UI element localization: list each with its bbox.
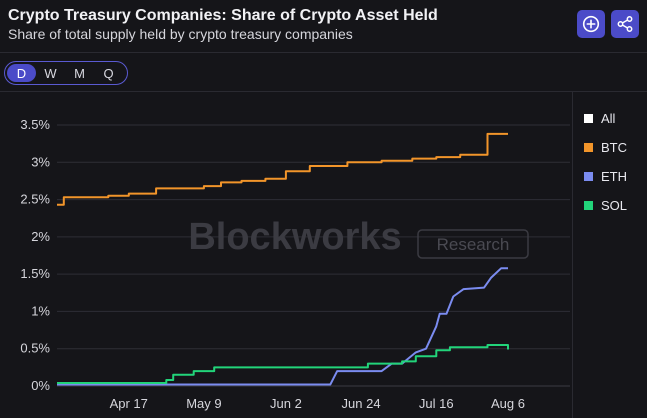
chart-legend: All BTC ETH SOL xyxy=(584,104,627,220)
tab-quarterly[interactable]: Q xyxy=(103,65,114,81)
plus-circle-icon xyxy=(582,15,600,33)
x-tick-label: Jun 2 xyxy=(270,396,302,411)
x-tick-label: Apr 17 xyxy=(110,396,148,411)
y-tick-label: 1% xyxy=(31,303,50,318)
legend-item-btc[interactable]: BTC xyxy=(584,133,627,162)
page-subtitle: Share of total supply held by crypto tre… xyxy=(8,26,353,42)
y-tick-label: 3% xyxy=(31,154,50,169)
tabs-divider xyxy=(0,91,647,92)
legend-item-all[interactable]: All xyxy=(584,104,627,133)
y-axis: 0% 0.5% 1% 1.5% 2% 2.5% 3% 3.5% xyxy=(20,117,50,393)
y-tick-label: 2.5% xyxy=(20,192,50,207)
x-tick-label: Jul 16 xyxy=(419,396,454,411)
legend-label: SOL xyxy=(601,198,628,213)
y-tick-label: 2% xyxy=(31,229,50,244)
legend-swatch xyxy=(584,114,593,123)
y-tick-label: 0% xyxy=(31,378,50,393)
legend-item-eth[interactable]: ETH xyxy=(584,162,627,191)
series-line-btc xyxy=(57,132,508,206)
watermark: Blockworks Research xyxy=(188,216,529,259)
x-axis: Apr 17 May 9 Jun 2 Jun 24 Jul 16 Aug 6 xyxy=(110,396,525,411)
y-tick-label: 3.5% xyxy=(20,117,50,132)
x-tick-label: Aug 6 xyxy=(491,396,525,411)
line-chart: Blockworks Research 0% 0.5% 1% 1.5% 2% 2.5% 3%… xyxy=(20,117,570,411)
share-button[interactable] xyxy=(611,10,639,38)
x-tick-label: May 9 xyxy=(186,396,221,411)
x-tick-label: Jun 24 xyxy=(342,396,381,411)
add-button[interactable] xyxy=(577,10,605,38)
series-line-eth xyxy=(57,267,508,386)
watermark-badge xyxy=(417,229,529,259)
share-icon xyxy=(617,16,633,32)
watermark-tag: Research xyxy=(437,235,510,254)
series-lines xyxy=(57,132,509,386)
legend-swatch xyxy=(584,201,593,210)
legend-swatch xyxy=(584,172,593,181)
watermark-brand: Blockworks xyxy=(188,216,401,258)
timeframe-tabs: D W M Q xyxy=(4,61,128,85)
tab-weekly[interactable]: W xyxy=(44,65,57,81)
legend-label: ETH xyxy=(601,169,627,184)
grid-lines xyxy=(57,124,570,387)
legend-label: All xyxy=(601,111,616,126)
y-tick-label: 1.5% xyxy=(20,266,50,281)
legend-swatch xyxy=(584,143,593,152)
legend-label: BTC xyxy=(601,140,627,155)
chart-header: Crypto Treasury Companies: Share of Cryp… xyxy=(8,6,647,50)
tab-daily[interactable]: D xyxy=(7,64,36,82)
page-title: Crypto Treasury Companies: Share of Cryp… xyxy=(8,7,438,24)
y-tick-label: 0.5% xyxy=(20,341,50,356)
tab-monthly[interactable]: M xyxy=(74,65,85,81)
legend-divider xyxy=(572,92,573,418)
legend-item-sol[interactable]: SOL xyxy=(584,191,627,220)
series-line-sol xyxy=(57,344,509,384)
header-divider xyxy=(0,52,647,53)
